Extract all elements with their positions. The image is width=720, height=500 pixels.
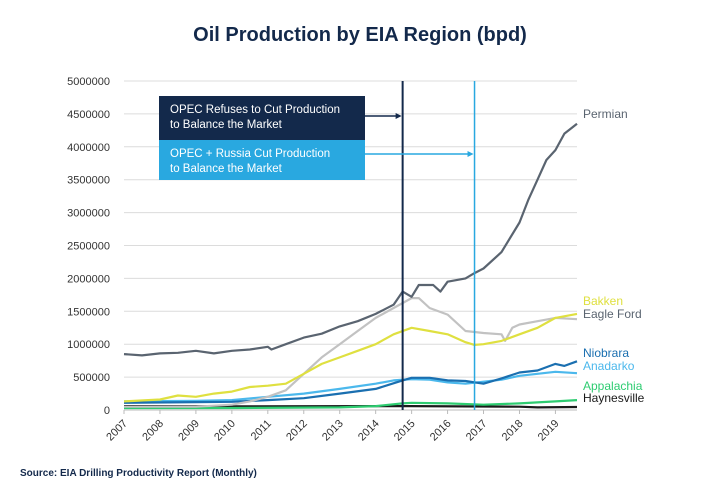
series-line-haynesville: [123, 405, 578, 409]
y-tick-label: 500000: [73, 372, 110, 384]
y-tick-label: 3500000: [67, 175, 110, 187]
series-label: Haynesville: [583, 391, 645, 405]
x-tick-label: 2014: [356, 418, 382, 444]
x-tick-label: 2010: [212, 418, 238, 444]
annotation-text: to Balance the Market: [170, 119, 283, 131]
x-tick-label: 2017: [464, 418, 490, 444]
annotation-box: [159, 96, 365, 140]
series-line-niobrara: [123, 360, 578, 404]
annotation-box: [159, 140, 365, 180]
x-tick-label: 2019: [536, 418, 562, 444]
y-tick-label: 5000000: [67, 76, 110, 88]
x-tick-label: 2013: [320, 418, 346, 444]
y-tick-label: 2500000: [67, 241, 110, 253]
y-tick-label: 1500000: [67, 306, 110, 318]
chart-title: Oil Production by EIA Region (bpd): [193, 24, 527, 46]
x-tick-label: 2015: [392, 418, 418, 444]
series-line-eagle-ford: [124, 297, 578, 408]
x-tick-label: 2007: [104, 418, 130, 444]
series-label: Eagle Ford: [583, 307, 642, 321]
series-line-appalachia: [124, 399, 578, 410]
source-note: Source: EIA Drilling Productivity Report…: [20, 468, 257, 479]
series-label: Niobrara: [583, 346, 629, 360]
x-tick-label: 2008: [140, 418, 166, 444]
y-tick-label: 2000000: [67, 273, 110, 285]
arrowhead-icon: [395, 113, 402, 119]
annotation-text: OPEC Refuses to Cut Production: [170, 104, 340, 116]
series-label: Permian: [583, 107, 628, 121]
y-tick-label: 1000000: [67, 339, 110, 351]
y-tick-label: 0: [104, 405, 110, 417]
arrowhead-icon: [467, 151, 474, 157]
series-line-bakken: [123, 312, 578, 403]
annotation-text: OPEC + Russia Cut Production: [170, 148, 330, 160]
y-tick-label: 4000000: [67, 142, 110, 154]
annotation-text: to Balance the Market: [170, 163, 283, 175]
x-tick-label: 2012: [284, 418, 310, 444]
x-tick-label: 2009: [176, 418, 202, 444]
series-line-permian: [123, 122, 578, 357]
x-tick-label: 2018: [500, 418, 526, 444]
y-tick-label: 3000000: [67, 208, 110, 220]
series-label: Anadarko: [583, 359, 635, 373]
x-tick-label: 2011: [249, 418, 274, 443]
x-tick-label: 2016: [428, 418, 454, 444]
series-label: Appalachia: [583, 379, 643, 393]
y-tick-label: 4500000: [67, 109, 110, 121]
series-label: Bakken: [583, 294, 623, 308]
